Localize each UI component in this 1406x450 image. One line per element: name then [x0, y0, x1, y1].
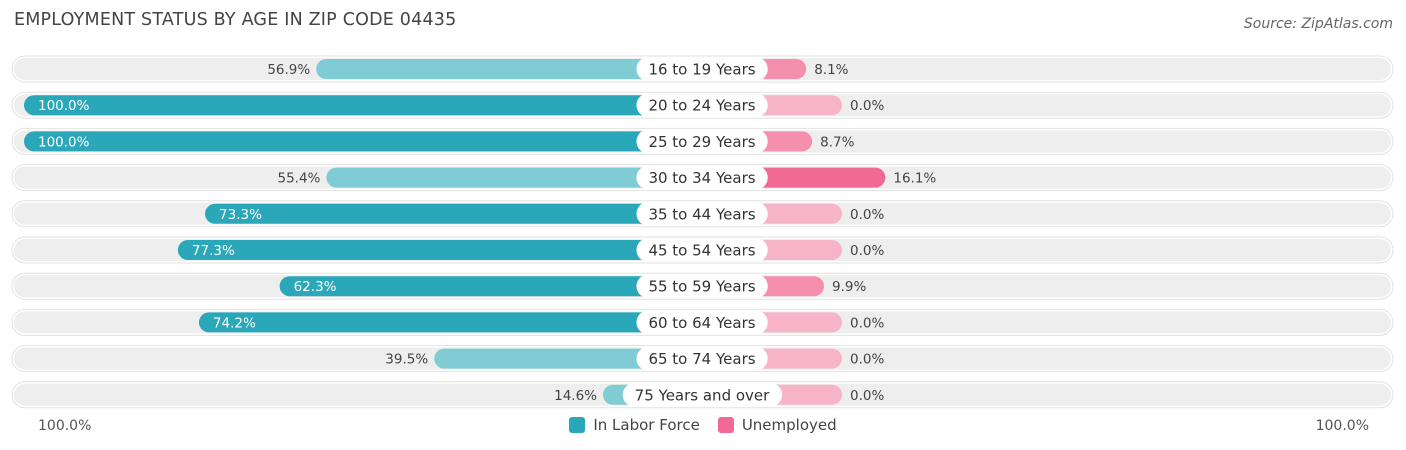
- value-label-in-labor-force: 62.3%: [294, 279, 337, 295]
- value-label-in-labor-force: 100.0%: [38, 98, 90, 114]
- chart-row: 65 to 74 Years 39.5% 0.0%: [11, 345, 1394, 373]
- category-label: 20 to 24 Years: [648, 97, 755, 115]
- category-label: 16 to 19 Years: [648, 61, 755, 79]
- legend-item-unemployed[interactable]: Unemployed: [717, 416, 837, 434]
- legend-label-in-labor-force: In Labor Force: [593, 416, 700, 434]
- chart-row: 75 Years and over 14.6% 0.0%: [11, 381, 1394, 409]
- category-label: 60 to 64 Years: [648, 314, 755, 332]
- category-label-pill: [636, 165, 768, 190]
- value-label-unemployed: 8.1%: [814, 62, 848, 78]
- legend-label-unemployed: Unemployed: [741, 416, 837, 434]
- bar-in-labor-force: [198, 312, 702, 333]
- chart-row: 45 to 54 Years 77.3% 0.0%: [11, 236, 1394, 264]
- value-label-unemployed: 9.9%: [832, 279, 866, 295]
- value-label-unemployed: 0.0%: [850, 98, 884, 114]
- category-label-pill: [636, 93, 768, 118]
- value-label-in-labor-force: 74.2%: [213, 315, 256, 331]
- source-label: Source: ZipAtlas.com: [1243, 16, 1393, 32]
- category-label: 25 to 29 Years: [648, 133, 755, 151]
- value-label-unemployed: 0.0%: [850, 388, 884, 404]
- category-label: 30 to 34 Years: [648, 169, 755, 187]
- chart-row: 55 to 59 Years 62.3% 9.9%: [11, 272, 1394, 300]
- legend-swatch-unemployed: [717, 417, 734, 433]
- value-label-unemployed: 0.0%: [850, 243, 884, 259]
- chart-row: 60 to 64 Years 74.2% 0.0%: [11, 308, 1394, 336]
- value-label-in-labor-force: 100.0%: [38, 134, 90, 150]
- category-label: 55 to 59 Years: [648, 278, 755, 296]
- category-label-pill: [636, 346, 768, 371]
- bar-in-labor-force: [24, 131, 702, 152]
- value-label-unemployed: 0.0%: [850, 352, 884, 368]
- chart-title: EMPLOYMENT STATUS BY AGE IN ZIP CODE 044…: [14, 10, 457, 30]
- value-label-unemployed: 0.0%: [850, 315, 884, 331]
- category-label: 35 to 44 Years: [648, 205, 755, 223]
- value-label-unemployed: 8.7%: [820, 134, 854, 150]
- legend: In Labor Force Unemployed: [0, 416, 1406, 434]
- bar-in-labor-force: [326, 167, 702, 188]
- legend-swatch-in-labor-force: [569, 417, 586, 433]
- bar-in-labor-force: [316, 59, 702, 79]
- bar-in-labor-force: [279, 276, 702, 297]
- value-label-in-labor-force: 77.3%: [192, 243, 235, 259]
- category-label-pill: [636, 274, 768, 299]
- chart-row: 20 to 24 Years 100.0% 0.0%: [11, 91, 1394, 119]
- bar-in-labor-force: [24, 95, 702, 116]
- category-label: 45 to 54 Years: [648, 242, 755, 260]
- chart-row: 30 to 34 Years 55.4% 16.1%: [11, 164, 1394, 192]
- category-label-pill: [636, 238, 768, 262]
- category-label-pill: [636, 57, 768, 81]
- category-label-pill: [622, 382, 783, 407]
- category-label-pill: [636, 201, 768, 226]
- value-label-unemployed: 0.0%: [850, 207, 884, 223]
- value-label-in-labor-force: 55.4%: [277, 171, 320, 187]
- bar-in-labor-force: [177, 240, 702, 260]
- chart-row: 25 to 29 Years 100.0% 8.7%: [11, 127, 1394, 155]
- value-label-in-labor-force: 14.6%: [554, 388, 597, 404]
- value-label-in-labor-force: 39.5%: [385, 352, 428, 368]
- value-label-in-labor-force: 73.3%: [219, 207, 262, 223]
- value-label-in-labor-force: 56.9%: [267, 62, 310, 78]
- category-label: 65 to 74 Years: [648, 350, 755, 368]
- bar-in-labor-force: [205, 203, 702, 224]
- legend-item-in-labor-force[interactable]: In Labor Force: [569, 416, 700, 434]
- value-label-unemployed: 16.1%: [893, 171, 936, 187]
- left-axis-label: 100.0%: [38, 418, 92, 434]
- chart-row: 16 to 19 Years 56.9% 8.1%: [11, 55, 1394, 83]
- chart-row: 35 to 44 Years 73.3% 0.0%: [11, 200, 1394, 228]
- bar-in-labor-force: [434, 348, 702, 369]
- right-axis-label: 100.0%: [1315, 418, 1369, 434]
- category-label-pill: [636, 129, 768, 154]
- category-label: 75 Years and over: [635, 386, 770, 404]
- category-label-pill: [636, 310, 768, 335]
